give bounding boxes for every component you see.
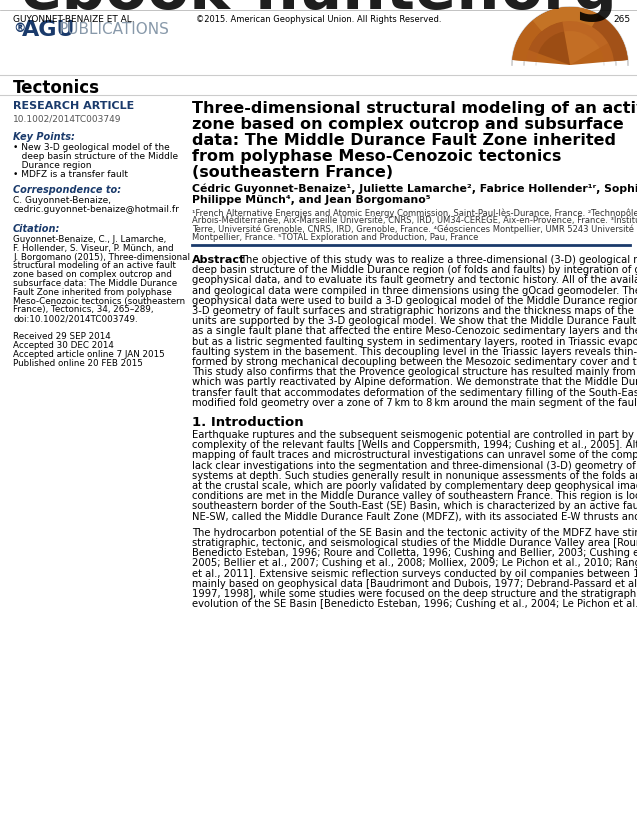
Text: complexity of the relevant faults [Wells and Coppersmith, 1994; Cushing et al., : complexity of the relevant faults [Wells… (192, 441, 637, 450)
Text: cedric.guyonnet-benaize@hotmail.fr: cedric.guyonnet-benaize@hotmail.fr (13, 205, 179, 214)
Text: ¹French Alternative Energies and Atomic Energy Commission, Saint-Paul-lès-Duranc: ¹French Alternative Energies and Atomic … (192, 208, 637, 218)
Text: deep basin structure of the Middle: deep basin structure of the Middle (13, 152, 178, 161)
Text: • New 3-D geological model of the: • New 3-D geological model of the (13, 143, 169, 152)
Text: GUYONNET-BENAIZE ET AL.: GUYONNET-BENAIZE ET AL. (13, 15, 134, 24)
Text: Three-dimensional structural modeling of an active fault: Three-dimensional structural modeling of… (192, 101, 637, 116)
Text: Durance region: Durance region (13, 161, 92, 170)
Text: Arbois-Méditerranée, Aix-Marseille Université, CNRS, IRD, UM34-CEREGE, Aix-en-Pr: Arbois-Méditerranée, Aix-Marseille Unive… (192, 216, 637, 225)
Text: formed by strong mechanical decoupling between the Mesozoic sedimentary cover an: formed by strong mechanical decoupling b… (192, 357, 637, 367)
Text: from polyphase Meso-Cenozoic tectonics: from polyphase Meso-Cenozoic tectonics (192, 149, 561, 164)
Text: Tectonics: Tectonics (13, 79, 100, 97)
Text: doi:10.1002/2014TC003749.: doi:10.1002/2014TC003749. (13, 314, 138, 323)
Text: Philippe Münch⁴, and Jean Borgomano⁵: Philippe Münch⁴, and Jean Borgomano⁵ (192, 195, 431, 205)
Text: PUBLICATIONS: PUBLICATIONS (58, 22, 169, 37)
Wedge shape (592, 15, 628, 61)
Text: Terre, Université Grenoble, CNRS, IRD, Grenoble, France. ⁴Géosciences Montpellie: Terre, Université Grenoble, CNRS, IRD, G… (192, 225, 637, 234)
Text: Correspondence to:: Correspondence to: (13, 185, 121, 195)
Text: at the crustal scale, which are poorly validated by complementary deep geophysic: at the crustal scale, which are poorly v… (192, 481, 637, 491)
Text: NE-SW, called the Middle Durance Fault Zone (MDFZ), with its associated E-W thru: NE-SW, called the Middle Durance Fault Z… (192, 512, 637, 521)
Text: but as a listric segmented faulting system in sedimentary layers, rooted in Tria: but as a listric segmented faulting syst… (192, 337, 637, 346)
Text: zone based on complex outcrop and subsurface: zone based on complex outcrop and subsur… (192, 117, 624, 132)
Text: RESEARCH ARTICLE: RESEARCH ARTICLE (13, 101, 134, 111)
Wedge shape (515, 8, 570, 65)
Text: zone based on complex outcrop and: zone based on complex outcrop and (13, 271, 172, 279)
Text: evolution of the SE Basin [Benedicto Esteban, 1996; Cushing et al., 2004; Le Pic: evolution of the SE Basin [Benedicto Est… (192, 599, 637, 609)
Text: 10.1002/2014TC003749: 10.1002/2014TC003749 (13, 114, 122, 123)
Text: Accepted article online 7 JAN 2015: Accepted article online 7 JAN 2015 (13, 350, 165, 359)
Text: AGU: AGU (22, 20, 76, 40)
Text: conditions are met in the Middle Durance valley of southeastern France. This reg: conditions are met in the Middle Durance… (192, 491, 637, 502)
Text: which was partly reactivated by Alpine deformation. We demonstrate that the Midd: which was partly reactivated by Alpine d… (192, 377, 637, 388)
Text: Benedicto Esteban, 1996; Roure and Colletta, 1996; Cushing and Bellier, 2003; Cu: Benedicto Esteban, 1996; Roure and Colle… (192, 548, 637, 559)
Text: Cédric Guyonnet-Benaize¹, Juliette Lamarche², Fabrice Hollender¹ʳ, Sophie Viseur: Cédric Guyonnet-Benaize¹, Juliette Lamar… (192, 184, 637, 195)
Text: Montpellier, France. ⁵TOTAL Exploration and Production, Pau, France: Montpellier, France. ⁵TOTAL Exploration … (192, 233, 478, 243)
Text: Published online 20 FEB 2015: Published online 20 FEB 2015 (13, 359, 143, 368)
Text: Fault Zone inherited from polyphase: Fault Zone inherited from polyphase (13, 288, 172, 297)
Text: units are supported by the 3-D geological model. We show that the Middle Durance: units are supported by the 3-D geologica… (192, 316, 637, 326)
Text: ©2015. American Geophysical Union. All Rights Reserved.: ©2015. American Geophysical Union. All R… (196, 15, 441, 24)
Text: 1. Introduction: 1. Introduction (192, 416, 304, 429)
Text: Guyonnet-Benaize, C., J. Lamarche,: Guyonnet-Benaize, C., J. Lamarche, (13, 235, 166, 244)
Text: Meso-Cenozoic tectonics (southeastern: Meso-Cenozoic tectonics (southeastern (13, 297, 185, 305)
Text: 265: 265 (613, 15, 630, 24)
Text: C. Guyonnet-Benaize,: C. Guyonnet-Benaize, (13, 196, 111, 205)
Text: This study also confirms that the Provence geological structure has resulted mai: This study also confirms that the Proven… (192, 367, 637, 377)
Text: • MDFZ is a transfer fault: • MDFZ is a transfer fault (13, 170, 128, 179)
Text: The objective of this study was to realize a three-dimensional (3-D) geological : The objective of this study was to reali… (240, 255, 637, 265)
Text: faulting system in the basement. This decoupling level in the Triassic layers re: faulting system in the basement. This de… (192, 346, 637, 356)
Text: structural modeling of an active fault: structural modeling of an active fault (13, 262, 176, 271)
Text: J. Borgomano (2015), Three-dimensional: J. Borgomano (2015), Three-dimensional (13, 252, 190, 262)
Wedge shape (526, 21, 614, 62)
Text: deep basin structure of the Middle Durance region (of folds and faults) by integ: deep basin structure of the Middle Duran… (192, 265, 637, 276)
Text: 2005; Bellier et al., 2007; Cushing et al., 2008; Molliex, 2009; Le Pichon et al: 2005; Bellier et al., 2007; Cushing et a… (192, 559, 637, 568)
Text: (southeastern France): (southeastern France) (192, 165, 393, 180)
Wedge shape (512, 7, 628, 65)
Text: ®: ® (13, 22, 25, 35)
Text: modified fold geometry over a zone of 7 km to 8 km around the main segment of th: modified fold geometry over a zone of 7 … (192, 398, 637, 408)
Wedge shape (512, 7, 628, 61)
Text: geophysical data, and to evaluate its fault geometry and tectonic history. All o: geophysical data, and to evaluate its fa… (192, 276, 637, 285)
Wedge shape (560, 7, 620, 65)
Wedge shape (524, 19, 616, 65)
Text: and geological data were compiled in three dimensions using the gOcad geomodeler: and geological data were compiled in thr… (192, 285, 637, 295)
Text: Citation:: Citation: (13, 224, 61, 234)
Text: F. Hollender, S. Viseur, P. Münch, and: F. Hollender, S. Viseur, P. Münch, and (13, 244, 174, 252)
Text: Accepted 30 DEC 2014: Accepted 30 DEC 2014 (13, 341, 114, 350)
Text: southeastern border of the South-East (SE) Basin, which is characterized by an a: southeastern border of the South-East (S… (192, 502, 637, 512)
Text: The hydrocarbon potential of the SE Basin and the tectonic activity of the MDFZ : The hydrocarbon potential of the SE Basi… (192, 528, 637, 538)
Text: Key Points:: Key Points: (13, 132, 75, 142)
Text: transfer fault that accommodates deformation of the sedimentary filling of the S: transfer fault that accommodates deforma… (192, 388, 637, 398)
Text: France), Tectonics, 34, 265–289,: France), Tectonics, 34, 265–289, (13, 305, 154, 314)
Text: 1997, 1998], while some studies were focused on the deep structure and the strat: 1997, 1998], while some studies were foc… (192, 589, 637, 599)
Text: mapping of fault traces and microstructural investigations can unravel some of t: mapping of fault traces and microstructu… (192, 450, 637, 460)
Text: mainly based on geophysical data [Baudrimont and Dubois, 1977; Debrand-Passard e: mainly based on geophysical data [Baudri… (192, 579, 637, 589)
Text: subsurface data: The Middle Durance: subsurface data: The Middle Durance (13, 279, 177, 288)
Text: data: The Middle Durance Fault Zone inherited: data: The Middle Durance Fault Zone inhe… (192, 133, 616, 148)
Text: Abstract: Abstract (192, 255, 245, 265)
Wedge shape (533, 7, 599, 31)
Text: et al., 2011]. Extensive seismic reflection surveys conducted by oil companies b: et al., 2011]. Extensive seismic reflect… (192, 568, 637, 578)
Text: lack clear investigations into the segmentation and three-dimensional (3-D) geom: lack clear investigations into the segme… (192, 460, 637, 470)
Text: ebook-hunter.org: ebook-hunter.org (20, 0, 617, 22)
Text: stratigraphic, tectonic, and seismological studies of the Middle Durance Valley : stratigraphic, tectonic, and seismologic… (192, 538, 637, 548)
Text: systems at depth. Such studies generally result in nonunique assessments of the : systems at depth. Such studies generally… (192, 471, 637, 481)
Text: geophysical data were used to build a 3-D geological model of the Middle Durance: geophysical data were used to build a 3-… (192, 296, 637, 306)
Text: as a single fault plane that affected the entire Meso-Cenozoic sedimentary layer: as a single fault plane that affected th… (192, 327, 637, 337)
Text: Earthquake ruptures and the subsequent seismogenic potential are controlled in p: Earthquake ruptures and the subsequent s… (192, 430, 637, 440)
Text: Received 29 SEP 2014: Received 29 SEP 2014 (13, 332, 111, 341)
Text: 3-D geometry of fault surfaces and stratigraphic horizons and the thickness maps: 3-D geometry of fault surfaces and strat… (192, 306, 637, 316)
